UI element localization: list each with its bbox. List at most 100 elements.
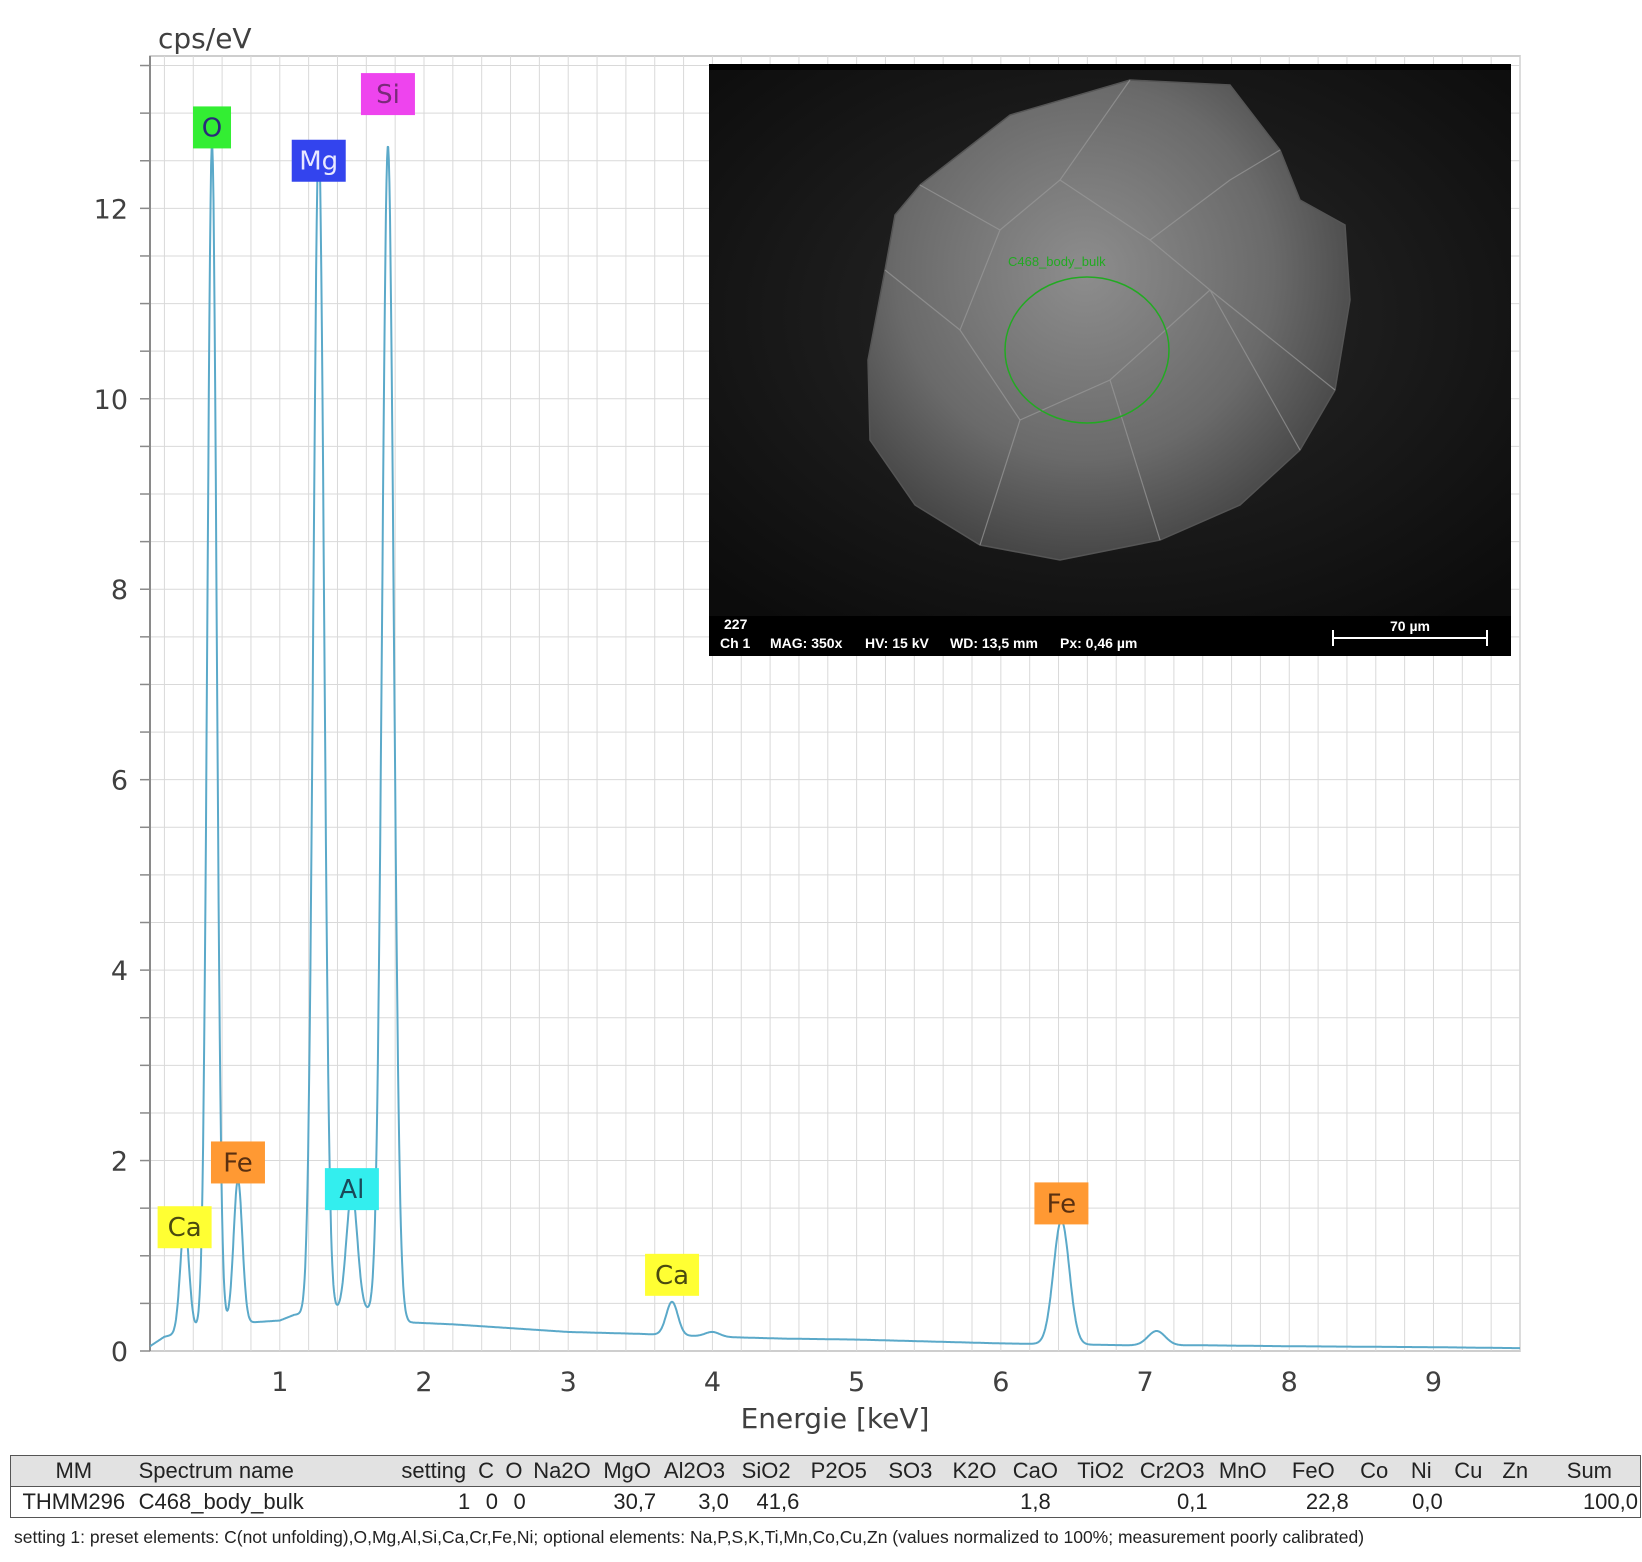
peak-label-mg: Mg [291,139,346,182]
column-header: Ni [1397,1455,1445,1487]
y-tick-label: 10 [94,385,128,416]
peak-label-box [157,1206,212,1249]
sem-pixel-size: Px: 0,46 µm [1060,635,1137,651]
column-header: MgO [596,1455,659,1487]
column-header: Co [1350,1455,1398,1487]
peak-label-text: Al [339,1175,364,1205]
column-header: TiO2 [1066,1455,1135,1487]
sem-scale-bar-label: 70 µm [1390,618,1430,634]
sem-region-label: C468_body_bulk [1008,254,1106,269]
column-header: SiO2 [730,1455,802,1487]
column-header: K2O [944,1455,1005,1487]
column-header: MnO [1209,1455,1276,1487]
x-tick-label: 3 [560,1367,577,1398]
x-tick-label: 1 [271,1367,288,1398]
x-tick-label: 8 [1281,1367,1298,1398]
peak-label-fe: Fe [210,1141,265,1184]
sem-magnification: MAG: 350x [770,635,843,651]
y-axis-label: cps/eV [158,22,252,55]
y-tick-label: 0 [111,1337,128,1368]
table-cell [1066,1487,1134,1518]
y-ticks: 0 2 4 6 8 10 12 [94,64,150,1368]
table-cell: 0,1 [1177,1489,1208,1514]
peak-labels: O Mg Si Fe Ca Al Ca Fe [157,73,1089,1296]
x-tick-label: 9 [1425,1367,1442,1398]
column-header: FeO [1275,1455,1351,1487]
x-tick-label: 7 [1136,1367,1153,1398]
y-tick-label: 12 [94,194,128,225]
table-cell [1351,1487,1398,1518]
column-header: SO3 [876,1455,945,1487]
table-cell: 100,0 [1582,1489,1638,1514]
spectrum-series-line [149,142,1521,1350]
table-cell: C468_body_bulk [138,1489,304,1514]
column-header: CaO [1004,1455,1067,1487]
peak-label-text: Ca [655,1261,689,1291]
y-tick-label: 8 [111,575,128,606]
sem-channel: Ch 1 [720,635,751,651]
table-cell: 1 [457,1489,471,1514]
sem-micrograph: C468_body_bulk 227 Ch 1 MAG: 350x HV: 15… [709,64,1511,656]
x-axis-label: Energie [keV] [741,1402,930,1435]
peak-label-box [193,106,232,149]
table-cell [801,1487,876,1518]
table-cell: 0 [513,1489,526,1514]
peak-label-fe: Fe [1034,1182,1089,1225]
sem-working-distance: WD: 13,5 mm [950,635,1038,651]
peak-label-o: O [193,106,232,149]
peak-label-box [210,1141,265,1184]
peak-label-al: Al [324,1168,379,1211]
peak-label-box [360,73,415,116]
peak-label-text: Fe [1047,1189,1077,1219]
column-header: MM [10,1455,137,1487]
peak-label-ca: Ca [645,1253,700,1296]
table-cell [1492,1487,1539,1518]
x-tick-label: 6 [992,1367,1009,1398]
peak-label-text: Fe [223,1148,253,1178]
peak-label-text: Ca [168,1213,202,1243]
table-cell [528,1487,596,1518]
column-header: Cr2O3 [1134,1455,1210,1487]
column-header: Cu [1444,1455,1492,1487]
table-cell: 1,8 [1020,1489,1051,1514]
table-cell: THMM296 [22,1489,126,1514]
column-header: Na2O [527,1455,597,1487]
measurement-region-circle [1004,276,1170,424]
table-cell: 41,6 [756,1489,800,1514]
peak-label-ca: Ca [157,1206,212,1249]
table-cell: 22,8 [1305,1489,1349,1514]
table-row: THMM296 C468_body_bulk 1 0 0 30,7 3,0 41,6 1,8 0,… [11,1487,1641,1518]
table-cell [1445,1487,1492,1518]
x-ticks: 1 2 3 4 5 6 7 8 9 [271,1367,1442,1398]
x-tick-label: 5 [848,1367,865,1398]
peak-label-text: Si [376,80,400,110]
peak-label-text: Mg [299,147,338,177]
x-tick-label: 2 [415,1367,432,1398]
table-cell [945,1487,1005,1518]
y-tick-label: 2 [111,1147,128,1178]
column-header: Al2O3 [658,1455,731,1487]
peak-label-box [1034,1182,1089,1225]
footnote: setting 1: preset elements: C(not unfold… [14,1527,1365,1547]
results-table: MM Spectrum name setting C O Na2O MgO Al2O3 SiO2… [10,1455,1641,1518]
sem-voltage: HV: 15 kV [865,635,929,651]
y-tick-label: 6 [111,766,128,797]
table-cell [1210,1487,1276,1518]
column-header: setting [395,1455,473,1487]
peak-label-text: O [202,113,222,143]
peak-label-si: Si [360,73,415,116]
table-cell: 0,0 [1412,1489,1443,1514]
grain-shape [867,79,1351,561]
sem-scale-bar [1332,630,1488,646]
y-tick-label: 4 [111,956,128,987]
column-header: C [472,1455,500,1487]
x-tick-label: 4 [704,1367,721,1398]
peak-label-box [291,139,346,182]
column-header: P2O5 [801,1455,877,1487]
grain-facets [884,79,1336,546]
table-cell: 30,7 [613,1489,657,1514]
table-cell: 0 [485,1489,498,1514]
table-header-row: MM Spectrum name setting C O Na2O MgO Al2O3 SiO2… [10,1455,1641,1487]
column-header: Spectrum name [136,1455,396,1487]
